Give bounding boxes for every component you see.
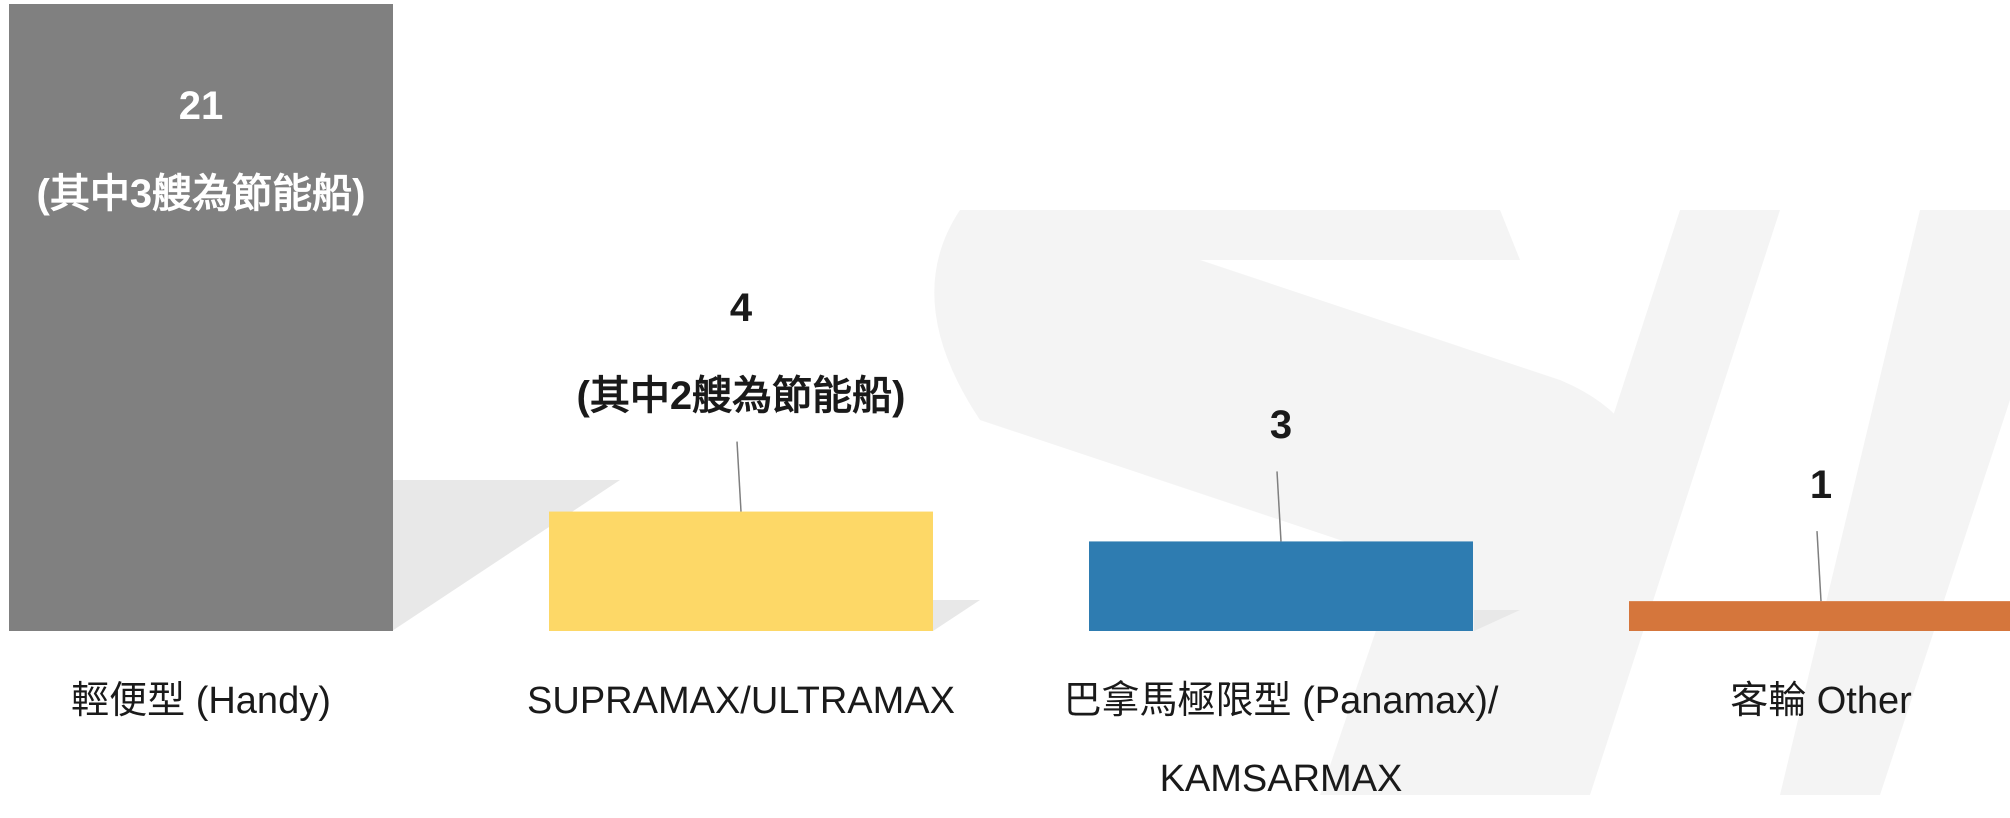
bar bbox=[9, 4, 393, 631]
page: {"chart_data": {"type": "bar", "categori… bbox=[9, 4, 2010, 800]
x-tick-label: 輕便型 (Handy) bbox=[71, 680, 331, 722]
value-label: 21 (其中3艘為節能船) bbox=[36, 84, 366, 216]
leader-line bbox=[1276, 471, 1282, 542]
leader-line bbox=[736, 441, 742, 512]
x-tick-label: 巴拿馬極限型 (Panamax)/ KAMSARMAX bbox=[1063, 680, 1499, 800]
watermark bbox=[934, 210, 2010, 795]
chart bbox=[9, 4, 2010, 795]
value-label: 3 bbox=[1269, 403, 1293, 448]
bar bbox=[549, 511, 933, 631]
x-tick-label: 客輪 Other bbox=[1730, 680, 1912, 722]
value-label: 4 (其中2艘為節能船) bbox=[576, 285, 906, 418]
bar bbox=[1629, 601, 2010, 631]
value-label: 1 bbox=[1809, 463, 1833, 508]
x-tick-label: SUPRAMAX/ULTRAMAX bbox=[527, 680, 955, 722]
leader-line bbox=[1816, 531, 1822, 602]
bar bbox=[1089, 541, 1473, 631]
